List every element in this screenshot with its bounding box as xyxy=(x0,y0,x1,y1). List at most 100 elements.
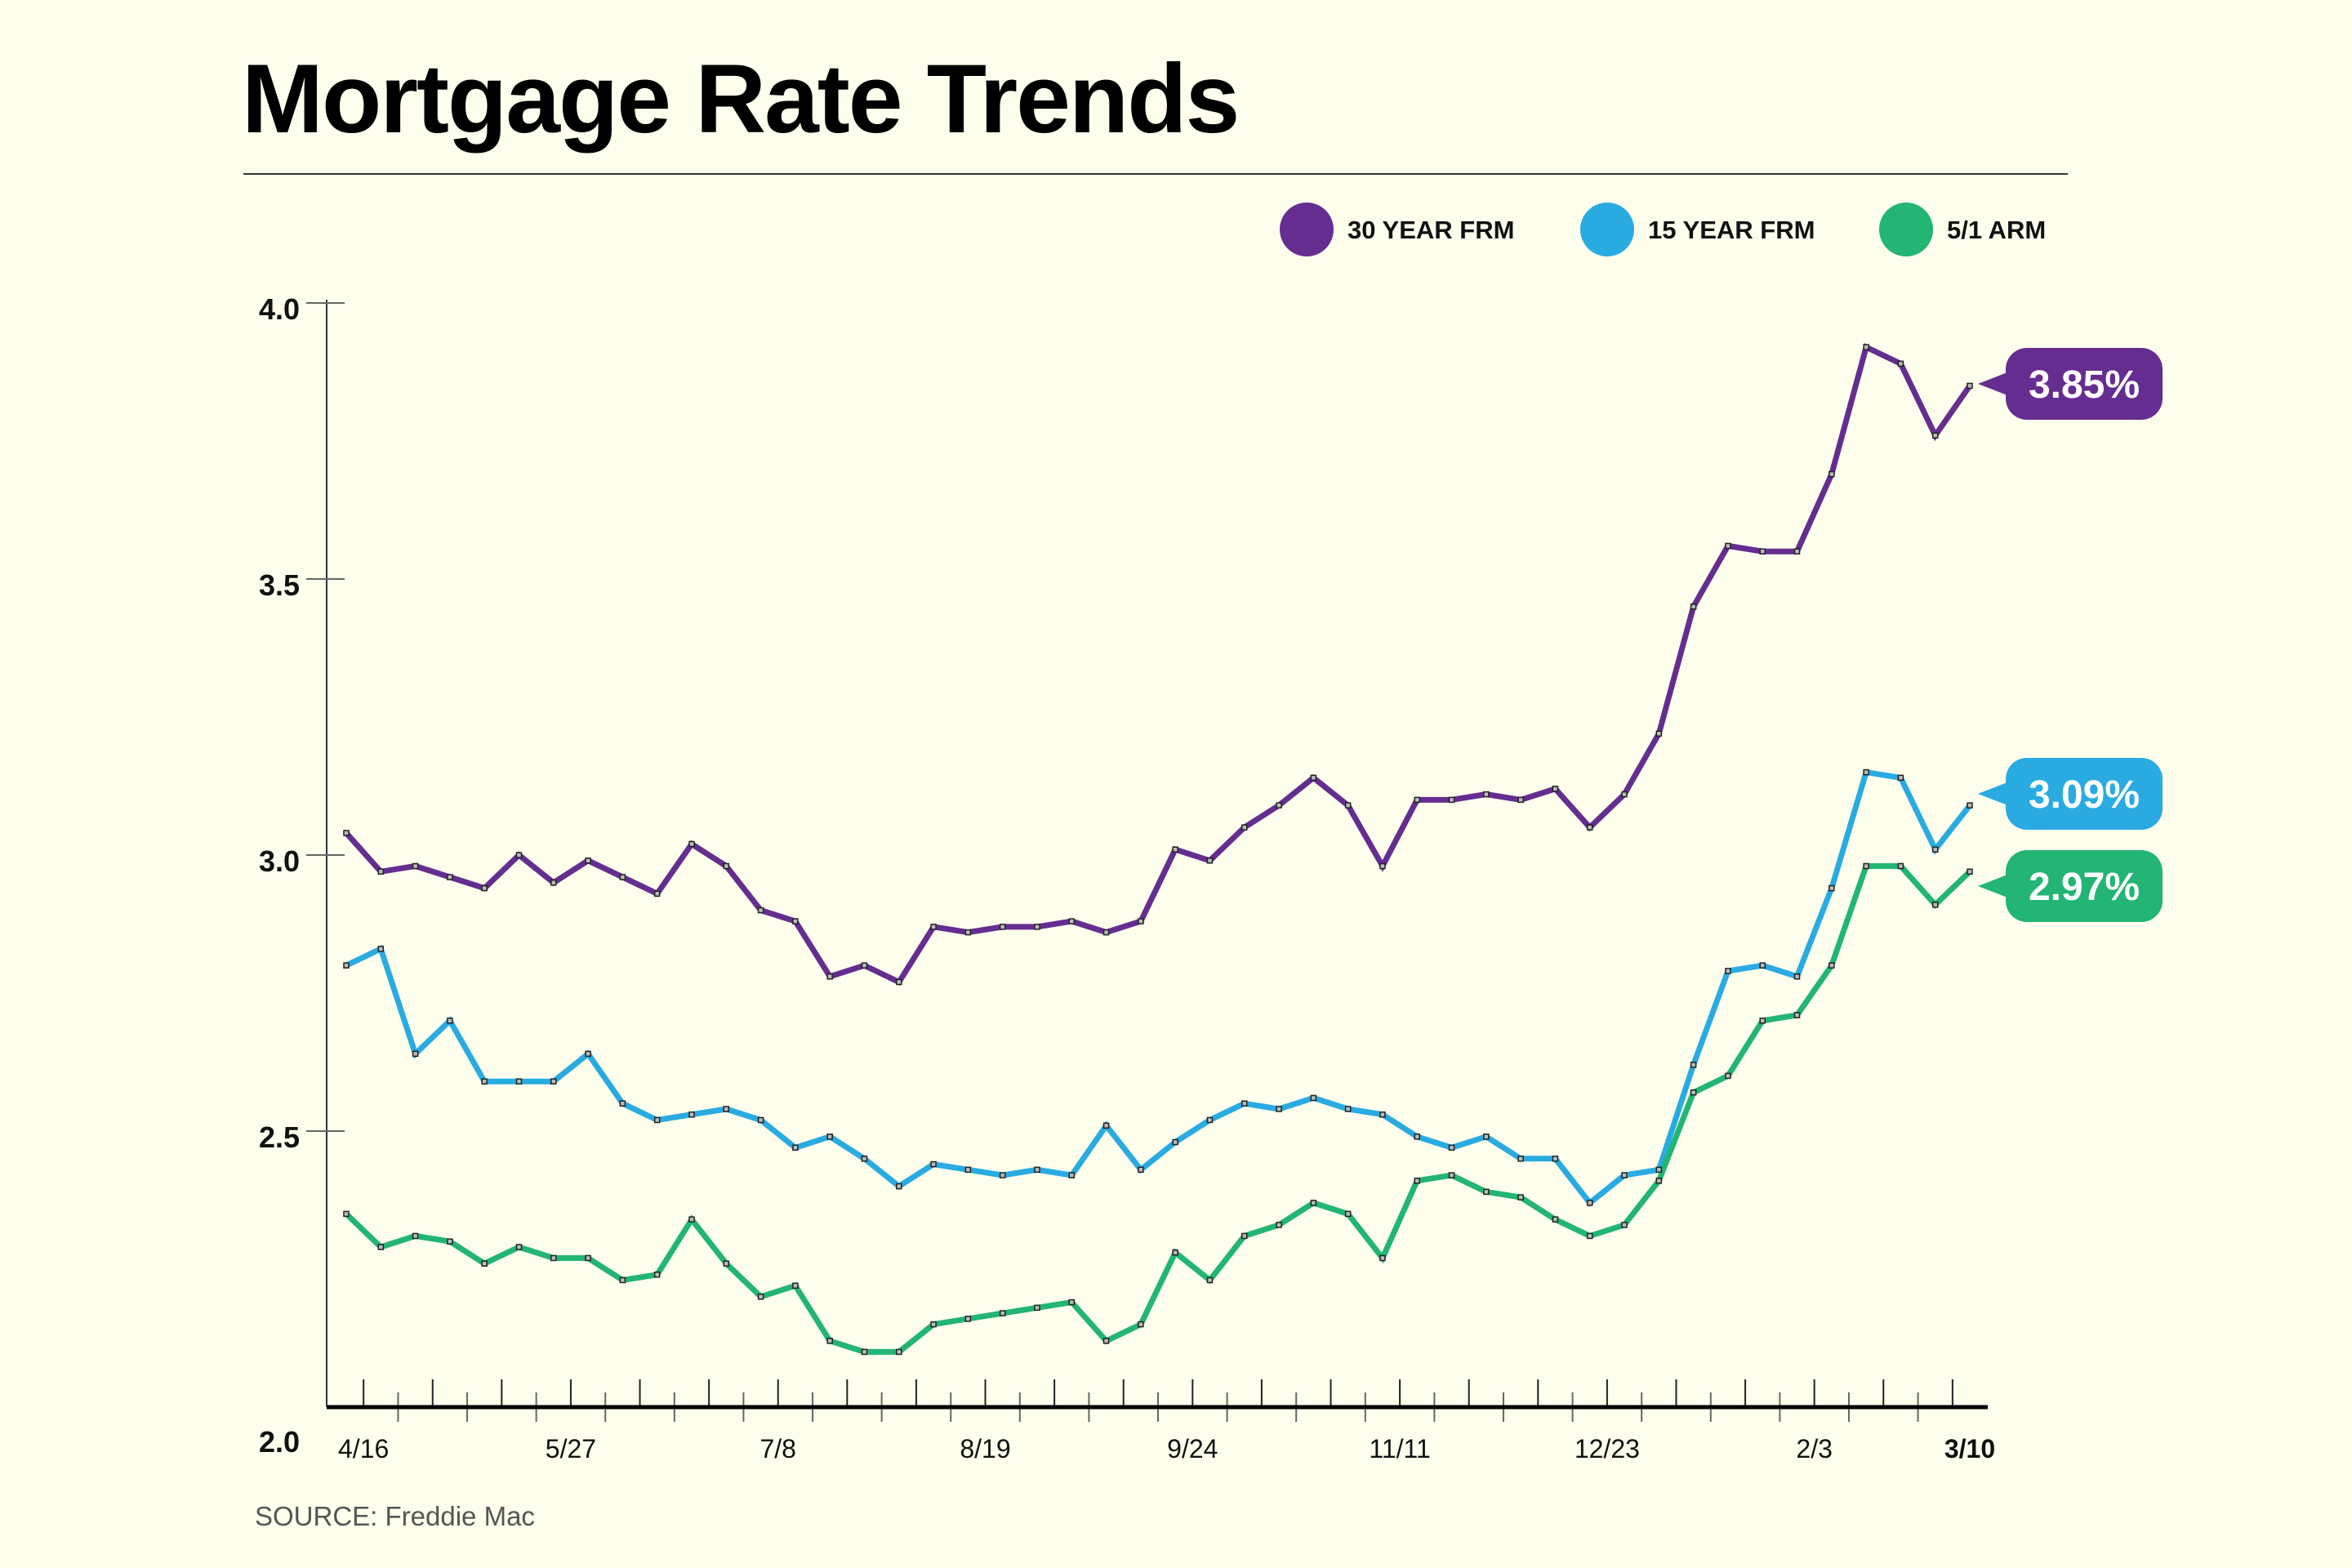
data-point xyxy=(1829,962,1835,969)
data-point xyxy=(896,1348,902,1356)
legend-swatch xyxy=(1580,203,1634,256)
y-tick-label: 4.0 xyxy=(259,292,300,326)
data-point xyxy=(1344,802,1352,808)
data-point xyxy=(1829,884,1835,892)
data-point xyxy=(1829,470,1835,478)
data-point xyxy=(447,1018,453,1024)
data-point xyxy=(1586,1200,1593,1206)
data-point xyxy=(930,924,937,930)
data-point xyxy=(1897,360,1904,368)
data-point xyxy=(1967,382,1973,390)
data-point xyxy=(1517,1194,1524,1200)
data-point xyxy=(792,918,799,924)
data-point xyxy=(1793,973,1801,980)
data-point xyxy=(412,1232,419,1240)
data-point xyxy=(1102,1338,1110,1344)
data-point xyxy=(1310,1094,1317,1102)
data-point xyxy=(343,830,350,836)
data-point xyxy=(1414,796,1420,804)
data-point xyxy=(1034,1166,1040,1174)
data-point xyxy=(1414,1134,1420,1140)
callout-pointer xyxy=(1978,782,2007,805)
y-tick-label: 2.0 xyxy=(259,1425,300,1459)
data-point xyxy=(1276,1106,1282,1112)
data-point xyxy=(792,1144,799,1152)
callout-badge xyxy=(2006,758,2163,830)
data-point xyxy=(1967,802,1973,808)
data-point xyxy=(1655,1178,1663,1184)
data-point xyxy=(1448,1172,1455,1178)
data-point xyxy=(1759,962,1766,969)
x-tick-label: 5/27 xyxy=(546,1434,596,1463)
data-point xyxy=(1621,1172,1628,1178)
data-point xyxy=(1068,1298,1076,1306)
data-point xyxy=(757,1116,764,1124)
data-point xyxy=(792,1282,799,1290)
data-point xyxy=(1310,1200,1317,1206)
data-point xyxy=(377,946,385,952)
title-divider xyxy=(243,173,2068,175)
data-point xyxy=(1517,1156,1524,1162)
data-point xyxy=(1793,548,1801,555)
callout-pointer xyxy=(1978,372,2007,395)
data-point xyxy=(757,906,764,914)
data-point xyxy=(447,1238,453,1245)
data-point xyxy=(999,1310,1006,1316)
x-tick-label: 7/8 xyxy=(760,1434,795,1463)
series-line xyxy=(345,768,1972,1207)
x-tick-label: 3/10 xyxy=(1944,1434,1995,1463)
x-tick-label: 8/19 xyxy=(960,1434,1010,1463)
data-point xyxy=(1483,1134,1490,1140)
data-point xyxy=(377,1244,385,1250)
data-point xyxy=(723,1106,730,1112)
source-note: SOURCE: Freddie Mac xyxy=(255,1501,535,1531)
data-point xyxy=(343,962,350,969)
data-point xyxy=(930,1321,937,1328)
data-point xyxy=(1172,1249,1178,1256)
data-point xyxy=(1206,1116,1214,1124)
data-point xyxy=(1897,774,1904,782)
y-tick-label: 3.5 xyxy=(259,568,300,602)
data-point xyxy=(1102,1122,1110,1129)
data-point xyxy=(1931,432,1939,439)
data-point xyxy=(896,978,902,986)
data-point xyxy=(1863,344,1869,350)
data-point xyxy=(861,1156,868,1162)
x-tick-label: 11/11 xyxy=(1369,1434,1430,1463)
data-point xyxy=(1759,548,1766,555)
data-point xyxy=(688,1111,695,1118)
data-point xyxy=(1068,918,1076,924)
data-point xyxy=(481,1260,488,1267)
callout-value: 3.85% xyxy=(2029,363,2140,407)
data-point xyxy=(1276,802,1282,808)
data-point xyxy=(826,1338,833,1344)
data-point xyxy=(1931,846,1939,853)
callout-badge xyxy=(2006,348,2163,420)
data-point xyxy=(1448,796,1455,804)
data-point xyxy=(723,862,730,870)
data-point xyxy=(1517,796,1524,804)
data-point xyxy=(1725,1072,1731,1080)
data-point xyxy=(1621,791,1628,798)
data-point xyxy=(619,874,626,880)
data-point xyxy=(412,1050,419,1058)
data-point xyxy=(1552,1216,1559,1223)
data-point xyxy=(481,1078,488,1085)
data-point xyxy=(1034,1304,1040,1312)
data-point xyxy=(481,884,488,892)
data-point xyxy=(964,929,972,936)
data-point xyxy=(619,1100,626,1107)
data-point xyxy=(1483,791,1490,798)
data-point xyxy=(550,880,557,886)
data-point xyxy=(1931,902,1939,908)
data-point xyxy=(1897,862,1904,870)
callout-value: 3.09% xyxy=(2029,773,2140,817)
data-point xyxy=(515,852,523,858)
data-point xyxy=(1967,868,1973,875)
data-point xyxy=(1034,924,1040,930)
data-point xyxy=(1241,1100,1248,1107)
data-point xyxy=(1241,824,1248,831)
data-point xyxy=(1586,1232,1593,1240)
legend-label: 5/1 ARM xyxy=(1947,216,2046,244)
data-point xyxy=(1379,1254,1386,1262)
